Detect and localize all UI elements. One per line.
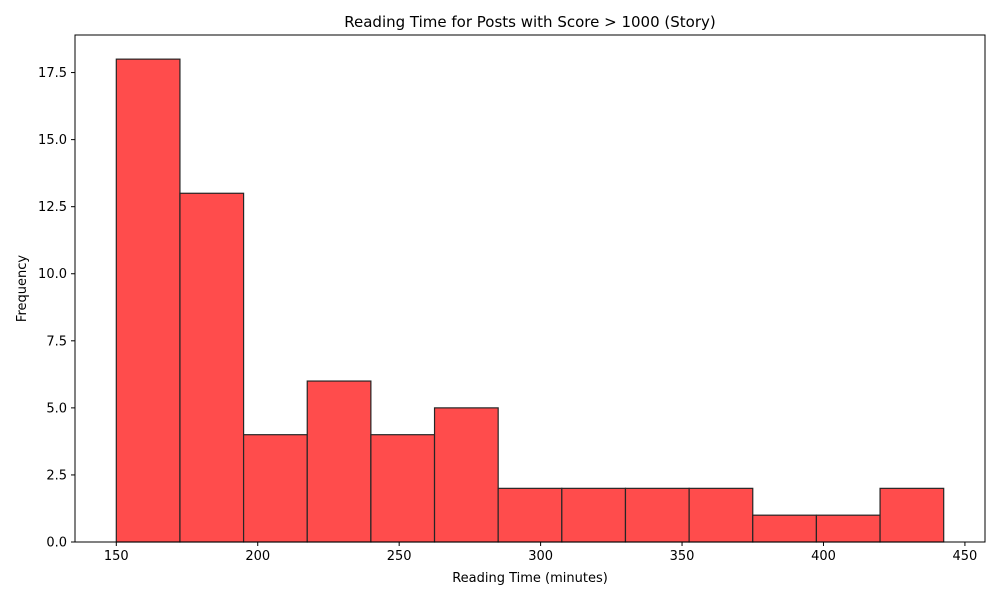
y-tick-label: 10.0 xyxy=(38,267,67,282)
histogram-bar-5 xyxy=(370,434,436,543)
histogram-bar-4 xyxy=(306,380,372,543)
x-tick-label: 250 xyxy=(387,549,412,564)
histogram-bar-6 xyxy=(433,407,499,543)
x-tick-label: 200 xyxy=(245,549,270,564)
y-tick-label: 2.5 xyxy=(46,468,67,483)
x-tick-label: 300 xyxy=(528,549,553,564)
x-ticks-group: 150 200 250 300 350 400 450 xyxy=(104,542,977,564)
histogram-bar-8 xyxy=(561,487,627,543)
y-tick-label: 7.5 xyxy=(46,334,67,349)
histogram-bar-1 xyxy=(115,58,181,543)
y-tick-label: 5.0 xyxy=(46,401,67,416)
y-tick-label: 0.0 xyxy=(46,536,67,551)
bars-group xyxy=(115,58,945,543)
chart-title: Reading Time for Posts with Score > 1000… xyxy=(344,13,715,31)
x-tick-label: 400 xyxy=(811,549,836,564)
y-tick-label: 15.0 xyxy=(38,133,67,148)
y-tick-label: 12.5 xyxy=(38,200,67,215)
x-axis-label: Reading Time (minutes) xyxy=(452,571,608,586)
histogram-bar-3 xyxy=(242,434,308,543)
y-ticks-group: 0.0 2.5 5.0 7.5 10.0 12.5 15.0 17.5 xyxy=(38,66,75,551)
x-tick-label: 350 xyxy=(670,549,695,564)
histogram-bar-10 xyxy=(688,487,754,543)
histogram-bar-11 xyxy=(752,514,818,543)
x-tick-label: 150 xyxy=(104,549,129,564)
histogram-bar-2 xyxy=(179,192,245,543)
histogram-bar-7 xyxy=(497,487,563,543)
plot-frame xyxy=(74,34,986,543)
x-tick-label: 450 xyxy=(953,549,978,564)
histogram-bar-9 xyxy=(624,487,690,543)
y-axis-label: Frequency xyxy=(15,255,30,322)
y-tick-label: 17.5 xyxy=(38,66,67,81)
histogram-bar-13 xyxy=(879,487,945,543)
histogram-bar-12 xyxy=(815,514,881,543)
